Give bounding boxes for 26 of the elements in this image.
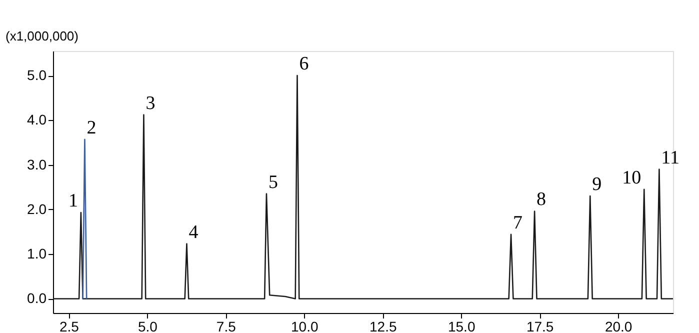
x-tick-label: 2.5 [59, 318, 80, 333]
annotation: 1 [68, 190, 78, 212]
annotation: 7 [513, 212, 523, 234]
annotation: 2 [86, 117, 96, 138]
y-axis-title: (x1,000,000) [6, 28, 78, 44]
annotation: 10 [622, 167, 642, 188]
y-tick-label: 4.0 [27, 112, 47, 128]
annotation: 3 [146, 92, 156, 114]
x-tick-label: 20.0 [604, 318, 632, 333]
y-tick-label: 0.0 [27, 290, 47, 306]
y-tick-label: 1.0 [27, 246, 47, 262]
x-tick-label: 5.0 [138, 318, 158, 333]
y-tick-label: 5.0 [27, 67, 47, 84]
x-tick-label: 17.5 [526, 318, 554, 333]
annotation: 5 [268, 172, 278, 193]
x-tick-label: 15.0 [448, 318, 476, 333]
annotation: 11 [661, 147, 680, 168]
x-tick-label: 10.0 [291, 318, 318, 333]
annotation: 9 [592, 174, 602, 196]
annotation: 8 [536, 189, 546, 210]
annotation: 6 [299, 54, 309, 75]
x-tick-label: 12.5 [369, 318, 397, 333]
x-tick-label: 7.5 [216, 318, 236, 333]
y-tick-label: 2.0 [27, 200, 47, 217]
y-tick-label: 3.0 [27, 156, 47, 172]
annotation: 4 [188, 222, 199, 243]
